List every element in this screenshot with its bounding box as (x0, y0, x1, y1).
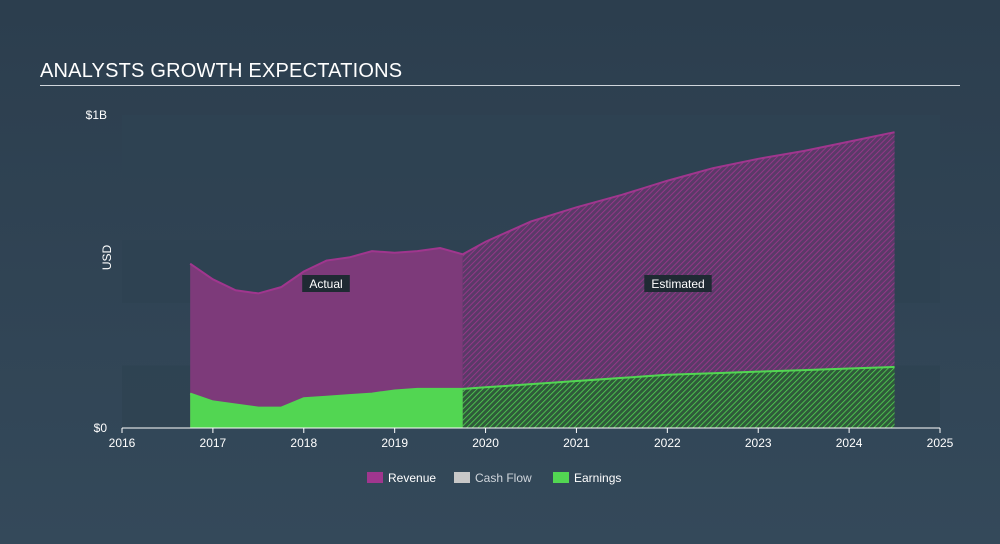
actual-label-bg (302, 275, 350, 292)
chart-labels: Actual Estimated (302, 275, 712, 292)
x-tick-label: 2019 (381, 436, 408, 450)
x-tick-label: 2018 (290, 436, 317, 450)
x-tick-label: 2017 (200, 436, 227, 450)
x-tick-label: 2016 (109, 436, 136, 450)
legend-swatch-cash-flow (454, 472, 470, 483)
y-axis-label: USD (100, 245, 114, 271)
x-tick-label: 2024 (836, 436, 863, 450)
y-tick-label-min: $0 (94, 421, 108, 435)
estimated-label: Estimated (651, 277, 704, 291)
chart-title: ANALYSTS GROWTH EXPECTATIONS (40, 60, 403, 82)
legend-label-revenue: Revenue (388, 471, 436, 485)
earnings-line (189, 365, 895, 409)
revenue-line (189, 131, 895, 295)
x-tick-label: 2022 (654, 436, 681, 450)
x-tick-label: 2020 (472, 436, 499, 450)
legend-label-earnings: Earnings (574, 471, 621, 485)
axes: 2016 2017 2018 2019 2020 2021 2022 2023 2024 2025… (86, 108, 954, 450)
revenue-actual-area (190, 248, 463, 428)
x-tick-label: 2023 (745, 436, 772, 450)
x-tick-label: 2025 (927, 436, 954, 450)
estimated-label-bg (644, 275, 712, 292)
x-tick-label: 2021 (563, 436, 590, 450)
legend: Revenue Cash Flow Earnings (367, 471, 621, 485)
title-divider (40, 85, 960, 86)
legend-label-cash-flow: Cash Flow (475, 471, 532, 485)
y-tick-label-max: $1B (86, 108, 107, 122)
actual-label: Actual (309, 277, 342, 291)
legend-swatch-earnings (553, 472, 569, 483)
legend-swatch-revenue (367, 472, 383, 483)
earnings-actual-area (190, 388, 463, 428)
